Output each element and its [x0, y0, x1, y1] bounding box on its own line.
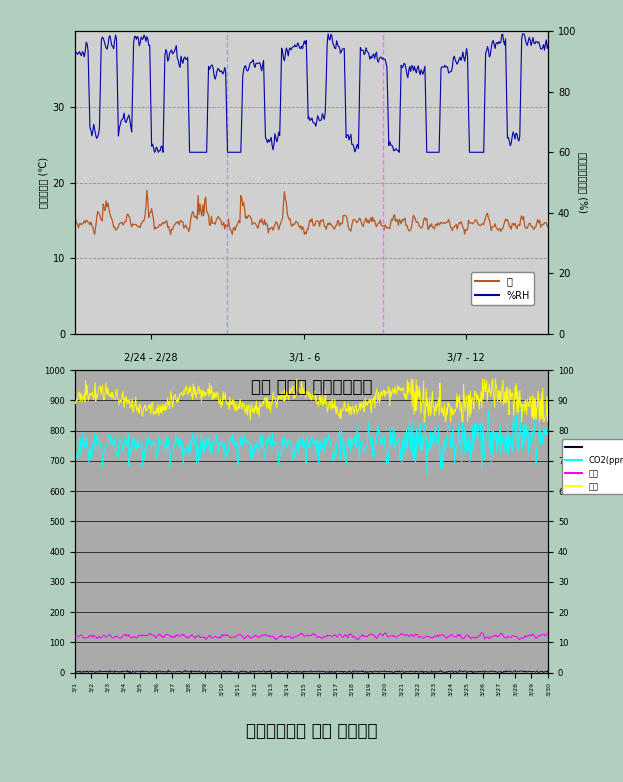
Bar [383, 334, 548, 338]
Y-axis label: 재배사상대습도 (%): 재배사상대습도 (%) [578, 152, 587, 213]
Legend: 온, %RH: 온, %RH [470, 272, 534, 305]
X-axis label: 날짜 (월/일): 날짜 (월/일) [290, 388, 333, 397]
Text: 환경조절장치 사용 재배농가: 환경조절장치 사용 재배농가 [245, 722, 378, 741]
Y-axis label: 재배사온도 (℃): 재배사온도 (℃) [39, 157, 49, 208]
Bar [226, 334, 383, 338]
Bar [75, 334, 226, 338]
Text: 일반 느타리 버섯재배농가: 일반 느타리 버섯재배농가 [250, 378, 373, 396]
Legend: , CO2(ppm), 온도, 습도: , CO2(ppm), 온도, 습도 [562, 439, 623, 494]
